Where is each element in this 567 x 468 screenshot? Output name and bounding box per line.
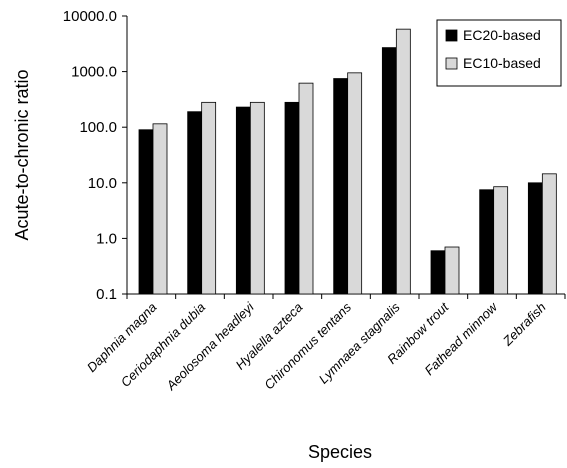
legend-label: EC20-based <box>463 27 541 43</box>
bar-ec20-2 <box>236 107 250 294</box>
bar-ec10-7 <box>494 187 508 294</box>
y-axis: 0.1 1.0 10.0 100.0 1000.0 10000.0 <box>63 8 127 303</box>
bar-ec20-6 <box>431 251 445 294</box>
y-tick-label: 10.0 <box>88 175 117 192</box>
y-tick-label: 0.1 <box>96 286 117 303</box>
bar-ec10-8 <box>542 174 556 294</box>
legend: EC20-based EC10-based <box>437 20 561 86</box>
bar-ec20-8 <box>528 183 542 294</box>
bar-ec10-4 <box>348 73 362 294</box>
x-axis <box>127 294 565 299</box>
bar-ec10-2 <box>250 102 264 294</box>
y-tick-label: 1.0 <box>96 230 117 247</box>
y-tick-label: 100.0 <box>79 119 117 136</box>
bar-ec10-6 <box>445 247 459 294</box>
y-tick-label: 1000.0 <box>71 64 117 81</box>
x-axis-title: Species <box>308 442 372 462</box>
category-label: Chironomus tentans <box>261 299 354 392</box>
bar-ec10-0 <box>153 124 167 294</box>
bar-ec20-0 <box>139 130 153 294</box>
category-label: Zebrafish <box>499 300 549 350</box>
category-label: Aeolosoma headleyi <box>163 299 258 394</box>
bar-ec20-5 <box>382 48 396 294</box>
bar-ec20-1 <box>188 112 202 294</box>
legend-label: EC10-based <box>463 55 541 71</box>
y-tick-label: 10000.0 <box>63 8 117 25</box>
legend-swatch-ec20 <box>446 30 457 41</box>
y-axis-title: Acute-to-chronic ratio <box>12 69 32 240</box>
bar-ec10-3 <box>299 83 313 294</box>
legend-swatch-ec10 <box>446 58 457 69</box>
category-label: Lymnaea stagnalis <box>316 299 403 386</box>
bar-ec20-3 <box>285 102 299 294</box>
bar-ec10-1 <box>202 102 216 294</box>
bar-ec20-7 <box>480 190 494 294</box>
bar-ec20-4 <box>334 79 348 294</box>
category-label: Ceriodaphnia dubia <box>118 300 208 390</box>
bar-ec10-5 <box>396 29 410 294</box>
